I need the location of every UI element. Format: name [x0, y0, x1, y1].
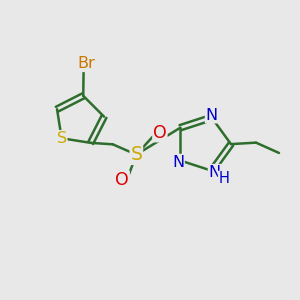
Text: H: H	[219, 172, 230, 187]
Text: S: S	[57, 131, 67, 146]
Text: O: O	[153, 124, 167, 142]
Text: O: O	[115, 171, 129, 189]
Text: S: S	[130, 145, 142, 164]
Text: N: N	[206, 108, 218, 123]
Text: Br: Br	[78, 56, 95, 71]
Text: N: N	[172, 154, 184, 169]
Text: N: N	[208, 165, 221, 180]
